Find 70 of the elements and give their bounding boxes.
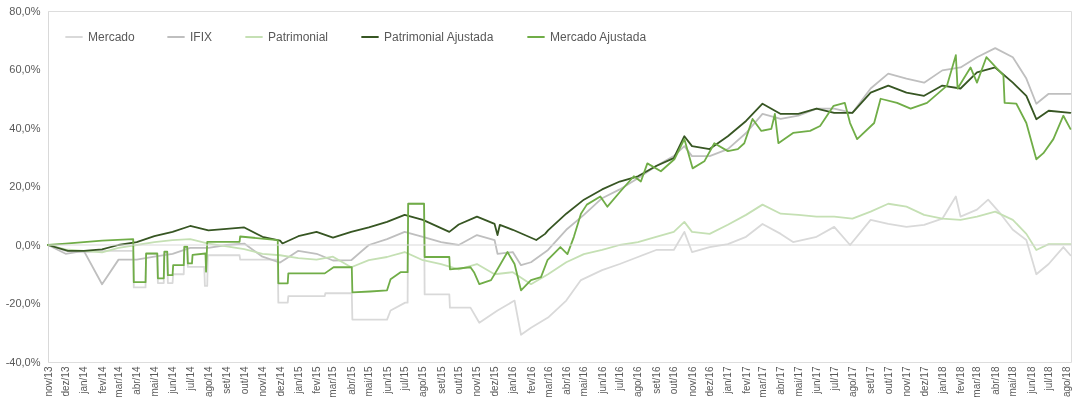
x-tick-label: jul/14 [184, 366, 196, 392]
y-tick-label: 0,0% [15, 238, 41, 251]
y-tick-label: 80,0% [9, 4, 41, 17]
x-tick-label: mai/17 [792, 366, 804, 397]
x-tick-label: nov/15 [471, 366, 483, 397]
x-tick-label: ago/17 [846, 366, 858, 398]
x-tick-label: set/15 [435, 366, 447, 394]
x-tick-label: nov/17 [900, 366, 912, 397]
x-tick-label: jul/16 [614, 366, 626, 392]
y-tick-label: 20,0% [9, 180, 41, 192]
x-tick-label: out/16 [668, 366, 680, 395]
y-tick-label: -20,0% [5, 297, 41, 309]
x-tick-label: mar/17 [757, 366, 769, 398]
x-tick-label: mar/16 [542, 366, 554, 398]
legend-label: Mercado Ajustada [550, 30, 647, 44]
x-tick-label: jan/15 [292, 366, 304, 395]
x-tick-label: jun/16 [596, 366, 608, 395]
x-tick-label: ago/16 [632, 366, 644, 398]
x-tick-label: mar/18 [971, 366, 983, 398]
x-tick-label: jul/15 [399, 366, 411, 392]
x-tick-label: fev/17 [740, 366, 752, 394]
x-tick-label: mai/15 [363, 366, 375, 397]
x-tick-label: nov/14 [256, 366, 268, 397]
x-tick-label: ago/14 [202, 366, 214, 398]
legend-label: Mercado [88, 30, 136, 44]
legend-label: Patrimonial Ajustada [384, 30, 494, 44]
x-tick-label: fev/15 [311, 366, 323, 394]
x-tick-label: dez/16 [704, 366, 716, 397]
x-tick-label: out/15 [453, 366, 465, 395]
x-tick-label: mai/18 [1007, 366, 1019, 397]
x-tick-label: fev/16 [525, 366, 537, 394]
x-tick-label: dez/13 [60, 366, 72, 397]
x-tick-label: out/17 [882, 366, 894, 395]
x-tick-label: mai/16 [578, 366, 590, 397]
x-tick-label: jun/17 [811, 366, 823, 395]
x-tick-label: mar/14 [113, 366, 125, 398]
y-tick-label: -40,0% [5, 355, 41, 368]
x-tick-label: set/17 [865, 366, 877, 394]
x-tick-label: dez/15 [489, 366, 501, 397]
x-tick-label: dez/14 [274, 366, 286, 397]
y-tick-label: 60,0% [9, 63, 41, 75]
x-tick-label: fev/18 [955, 366, 967, 394]
legend-label: Patrimonial [268, 30, 329, 44]
x-tick-label: set/14 [221, 366, 233, 394]
legend-label: IFIX [190, 30, 213, 44]
x-tick-label: jan/18 [936, 366, 948, 395]
x-tick-label: nov/16 [686, 366, 698, 397]
x-tick-label: jul/18 [1043, 366, 1055, 392]
x-tick-label: jun/15 [381, 366, 393, 395]
x-tick-label: ago/18 [1061, 366, 1073, 398]
x-tick-label: jan/17 [722, 366, 734, 395]
x-tick-label: jun/18 [1025, 366, 1037, 395]
x-tick-label: jan/14 [78, 366, 90, 395]
x-tick-label: dez/17 [918, 366, 930, 397]
x-tick-label: abr/18 [989, 366, 1001, 395]
x-tick-label: abr/14 [131, 366, 143, 395]
x-tick-label: nov/13 [42, 366, 54, 397]
y-tick-label: 40,0% [9, 121, 41, 134]
x-tick-label: jul/17 [828, 366, 840, 392]
x-tick-label: abr/17 [775, 366, 787, 395]
x-tick-label: jun/14 [167, 366, 179, 395]
x-tick-label: out/14 [238, 366, 250, 395]
x-tick-label: mai/14 [148, 366, 160, 397]
x-tick-label: ago/15 [417, 366, 429, 398]
x-tick-label: abr/15 [345, 366, 357, 395]
x-tick-label: jan/16 [507, 366, 519, 395]
x-tick-label: fev/14 [96, 366, 108, 394]
x-tick-label: set/16 [650, 366, 662, 394]
x-tick-label: abr/16 [560, 366, 572, 395]
x-tick-label: mar/15 [327, 366, 339, 398]
